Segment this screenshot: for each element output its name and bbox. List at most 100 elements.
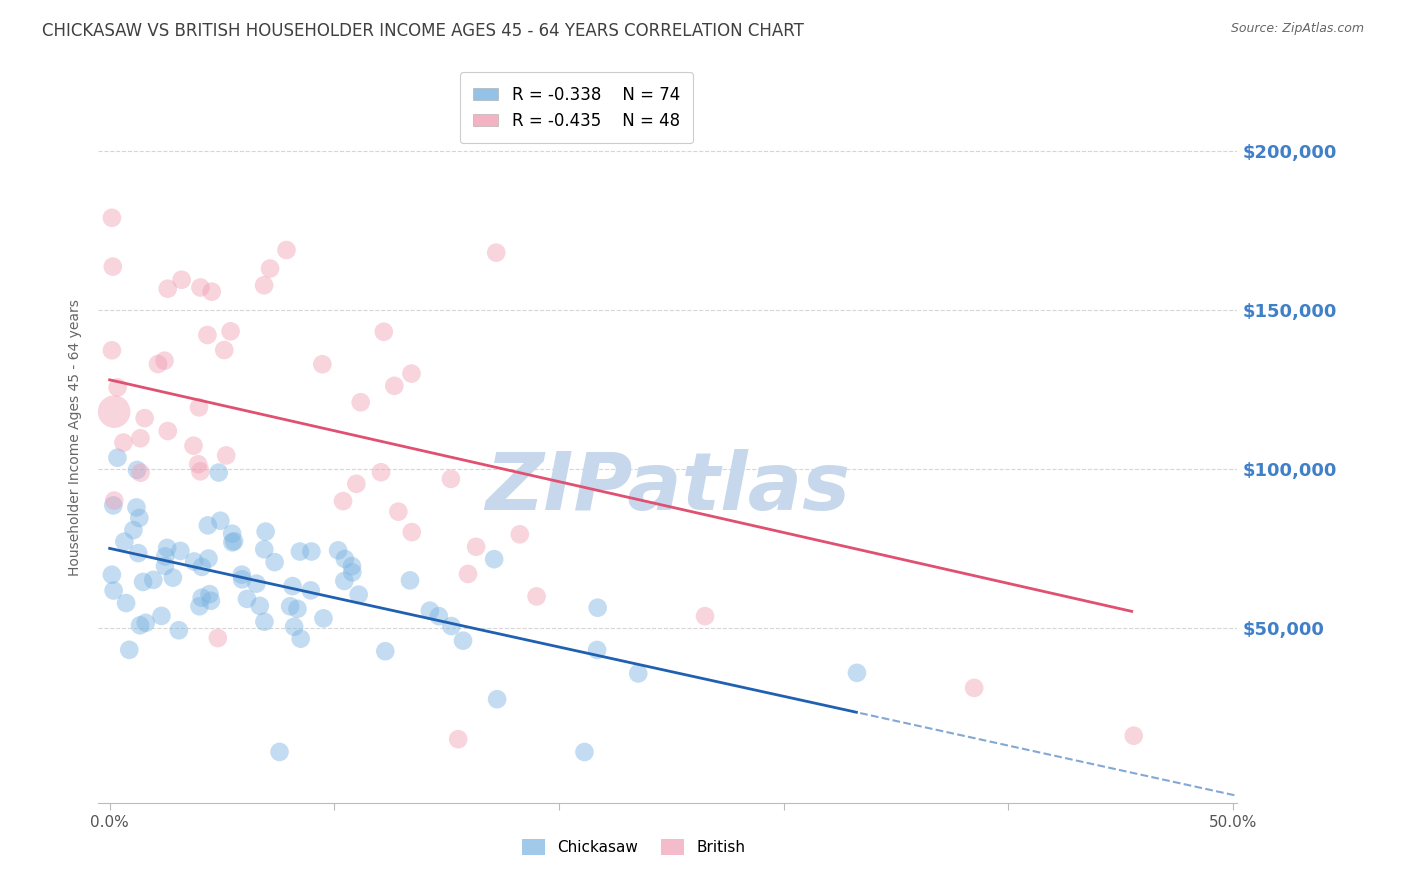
Point	[231, 573, 253, 587]
Point	[253, 278, 276, 293]
Point	[278, 599, 301, 614]
Point	[846, 665, 869, 680]
Point	[146, 357, 169, 371]
Point	[170, 273, 193, 287]
Point	[387, 505, 409, 519]
Point	[153, 353, 176, 368]
Point	[197, 328, 219, 343]
Point	[101, 343, 124, 358]
Point	[219, 324, 242, 338]
Point	[135, 615, 157, 630]
Point	[333, 574, 356, 588]
Point	[156, 424, 179, 438]
Point	[509, 527, 531, 541]
Point	[212, 343, 235, 357]
Point	[101, 260, 124, 274]
Point	[465, 540, 488, 554]
Point	[118, 642, 141, 657]
Point	[344, 476, 367, 491]
Point	[427, 609, 450, 624]
Point	[169, 544, 191, 558]
Point	[107, 450, 129, 465]
Point	[112, 435, 135, 450]
Legend: Chickasaw, British: Chickasaw, British	[516, 833, 751, 861]
Point	[201, 285, 224, 299]
Point	[290, 632, 312, 646]
Point	[208, 466, 231, 480]
Point	[350, 395, 373, 409]
Point	[281, 579, 304, 593]
Point	[162, 571, 184, 585]
Point	[1122, 729, 1144, 743]
Text: CHICKASAW VS BRITISH HOUSEHOLDER INCOME AGES 45 - 64 YEARS CORRELATION CHART: CHICKASAW VS BRITISH HOUSEHOLDER INCOME …	[42, 22, 804, 40]
Point	[132, 574, 155, 589]
Point	[190, 591, 212, 605]
Point	[221, 526, 243, 541]
Point	[127, 546, 149, 560]
Point	[134, 411, 156, 425]
Point	[440, 472, 463, 486]
Point	[249, 599, 271, 613]
Text: Source: ZipAtlas.com: Source: ZipAtlas.com	[1230, 22, 1364, 36]
Point	[457, 566, 479, 581]
Point	[440, 619, 463, 633]
Point	[288, 544, 311, 558]
Point	[112, 534, 135, 549]
Point	[963, 681, 986, 695]
Point	[122, 523, 145, 537]
Point	[245, 576, 267, 591]
Point	[253, 542, 276, 557]
Point	[129, 431, 152, 445]
Point	[101, 211, 124, 225]
Point	[342, 566, 364, 580]
Point	[283, 620, 305, 634]
Point	[167, 624, 190, 638]
Text: ZIPatlas: ZIPatlas	[485, 450, 851, 527]
Point	[198, 587, 221, 601]
Point	[693, 609, 716, 624]
Point	[129, 466, 152, 480]
Point	[188, 464, 211, 478]
Point	[221, 535, 243, 549]
Point	[142, 573, 165, 587]
Point	[231, 567, 253, 582]
Point	[128, 511, 150, 525]
Point	[125, 500, 148, 515]
Point	[370, 465, 392, 479]
Point	[254, 524, 277, 539]
Point	[103, 493, 125, 508]
Point	[627, 666, 650, 681]
Point	[259, 261, 281, 276]
Y-axis label: Householder Income Ages 45 - 64 years: Householder Income Ages 45 - 64 years	[69, 299, 83, 575]
Point	[373, 325, 395, 339]
Point	[586, 600, 609, 615]
Point	[156, 541, 179, 555]
Point	[253, 615, 276, 629]
Point	[299, 583, 322, 598]
Point	[183, 439, 205, 453]
Point	[197, 518, 219, 533]
Point	[103, 583, 125, 598]
Point	[312, 611, 335, 625]
Point	[482, 552, 505, 566]
Point	[101, 567, 124, 582]
Point	[586, 643, 609, 657]
Point	[129, 618, 152, 632]
Point	[156, 282, 179, 296]
Point	[150, 608, 173, 623]
Point	[103, 499, 125, 513]
Point	[188, 599, 211, 614]
Point	[401, 367, 423, 381]
Point	[347, 588, 370, 602]
Point	[340, 559, 363, 574]
Point	[191, 560, 214, 574]
Point	[311, 357, 333, 371]
Point	[188, 401, 211, 415]
Point	[215, 449, 238, 463]
Point	[187, 457, 209, 471]
Point	[326, 543, 349, 558]
Point	[299, 544, 322, 558]
Point	[115, 596, 138, 610]
Point	[399, 574, 422, 588]
Point	[207, 631, 229, 645]
